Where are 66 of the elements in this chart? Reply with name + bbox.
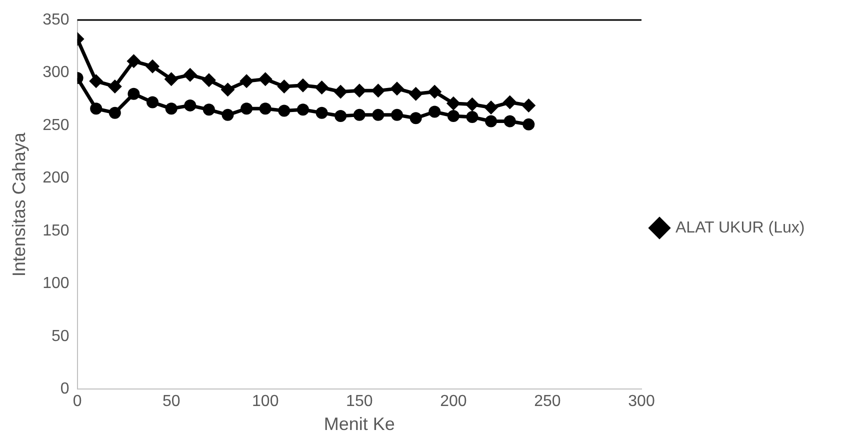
point — [314, 80, 329, 95]
point — [428, 106, 441, 118]
point — [408, 86, 423, 101]
point — [391, 108, 404, 121]
point — [278, 104, 290, 117]
point — [277, 79, 292, 94]
y-tick-label: 100 — [42, 275, 70, 292]
x-tick-label: 150 — [346, 393, 373, 410]
x-tick-label: 0 — [72, 393, 82, 410]
point — [146, 59, 160, 74]
x-axis-title: Menit Ke — [324, 414, 395, 434]
y-tick-label: 350 — [42, 11, 70, 28]
point — [240, 74, 254, 88]
point — [222, 108, 234, 121]
point — [164, 72, 178, 86]
y-tick-label: 300 — [42, 64, 70, 82]
point — [410, 112, 422, 124]
legend-label: ALAT UKUR (Lux) — [675, 219, 805, 236]
point — [522, 98, 536, 112]
point — [466, 111, 478, 124]
point — [108, 106, 121, 119]
y-tick-label: 200 — [42, 170, 70, 187]
point — [428, 84, 442, 99]
point — [372, 108, 384, 121]
y-tick-label: 50 — [52, 328, 70, 345]
x-tick-label: 50 — [162, 393, 180, 410]
point — [202, 104, 215, 116]
point — [316, 106, 328, 119]
point — [352, 84, 366, 98]
point — [89, 74, 104, 88]
point — [184, 99, 196, 112]
y-tick-label: 150 — [42, 222, 70, 240]
point — [296, 104, 309, 116]
point — [465, 97, 480, 112]
y-tick-label: 250 — [42, 116, 70, 134]
point — [183, 68, 198, 82]
point — [108, 79, 122, 94]
point — [504, 115, 516, 128]
point — [128, 88, 140, 100]
point — [90, 102, 102, 115]
point — [334, 84, 348, 99]
point — [371, 84, 386, 98]
point — [258, 72, 272, 86]
x-tick-label: 100 — [252, 393, 279, 410]
x-tick-label: 300 — [628, 393, 655, 410]
point — [522, 118, 535, 130]
point — [259, 102, 272, 115]
x-tick-label: 200 — [440, 393, 467, 410]
point — [447, 110, 460, 122]
point — [296, 78, 310, 92]
y-axis-title: Intensitas Cahaya — [8, 132, 29, 277]
point — [202, 73, 216, 88]
point — [126, 54, 141, 68]
point — [485, 115, 498, 128]
point — [334, 110, 347, 122]
point — [146, 96, 159, 108]
point — [240, 102, 253, 115]
y-tick-label: 0 — [60, 380, 70, 398]
x-tick-label: 250 — [534, 393, 561, 410]
point — [353, 108, 366, 121]
point — [502, 95, 517, 110]
point — [446, 96, 460, 110]
point — [484, 100, 498, 115]
point — [165, 102, 178, 115]
point — [390, 82, 404, 96]
point — [220, 82, 235, 97]
